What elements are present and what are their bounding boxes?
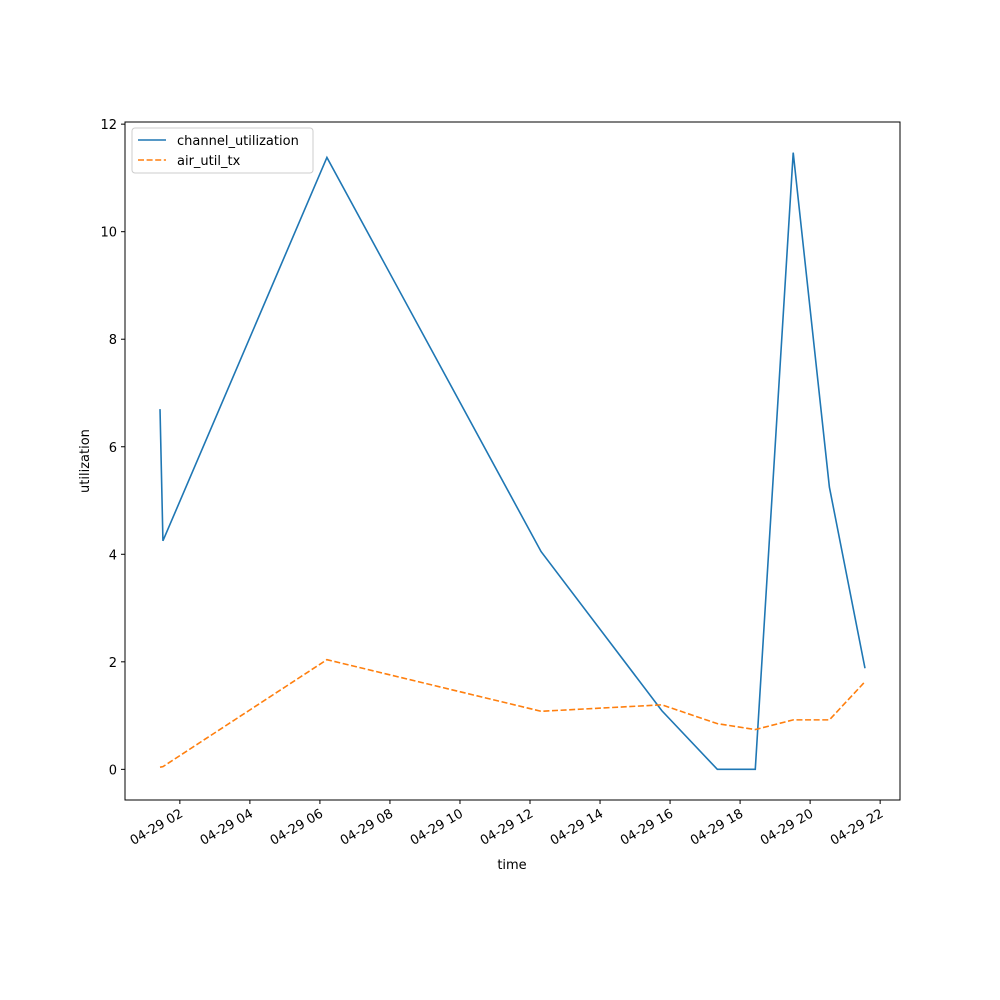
y-tick-label: 6 xyxy=(109,441,117,456)
y-tick-label: 10 xyxy=(100,226,117,241)
line-series xyxy=(159,658,866,768)
x-tick-label: 04-29 22 xyxy=(828,806,886,848)
y-tick-label: 8 xyxy=(109,333,117,348)
axes-frame xyxy=(124,121,901,801)
x-tick-label: 04-29 14 xyxy=(548,806,606,848)
x-axis-label: time xyxy=(497,858,526,873)
x-tick-label: 04-29 16 xyxy=(618,806,676,848)
y-tick-label: 12 xyxy=(100,118,117,133)
x-tick-label: 04-29 02 xyxy=(128,806,186,848)
legend-label: air_util_tx xyxy=(177,154,241,169)
legend-box xyxy=(131,127,314,174)
y-tick-label: 0 xyxy=(109,763,117,778)
line-series xyxy=(159,152,866,771)
legend-label: channel_utilization xyxy=(177,134,299,149)
y-axis-label: utilization xyxy=(78,429,93,493)
y-tick-label: 4 xyxy=(109,548,117,563)
legend: channel_utilization air_util_tx xyxy=(131,127,314,174)
x-tick-label: 04-29 18 xyxy=(688,806,746,848)
x-tick-label: 04-29 20 xyxy=(758,806,816,848)
y-tick-label: 2 xyxy=(109,656,117,671)
x-tick-label: 04-29 04 xyxy=(198,806,256,848)
x-tick-label: 04-29 12 xyxy=(478,806,536,848)
x-tick-label: 04-29 08 xyxy=(338,806,396,848)
x-tick-label: 04-29 10 xyxy=(408,806,466,848)
x-tick-label: 04-29 06 xyxy=(268,806,326,848)
